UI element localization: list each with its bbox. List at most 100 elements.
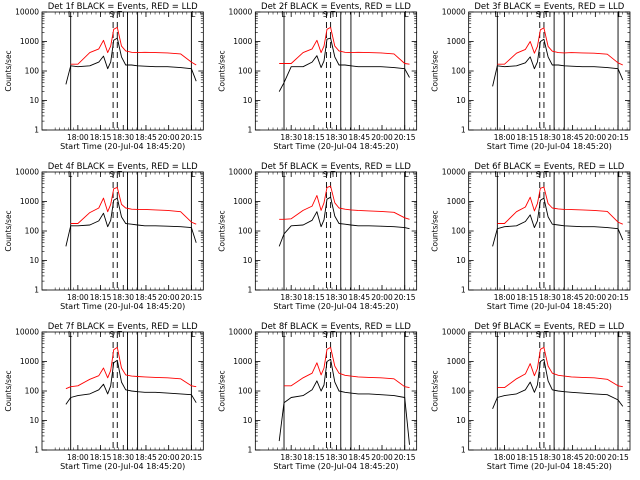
marker-annotation: T xyxy=(116,10,122,19)
x-tick-label: 18:15 xyxy=(516,453,538,462)
x-tick-label: 18:15 xyxy=(90,453,112,462)
lld-series-line xyxy=(65,346,197,390)
plot-frame xyxy=(468,11,631,131)
x-tick-label: 18:00 xyxy=(494,293,516,302)
detector-panel: Det 9f BLACK = Events, RED = LLD 1 10 100 10… xyxy=(431,322,631,471)
plot-frame xyxy=(254,171,418,291)
marker-annotation: L xyxy=(191,330,196,339)
y-tick-label: 10000 xyxy=(442,168,466,177)
plot-frame xyxy=(254,331,418,451)
y-tick-label: 1 xyxy=(248,286,253,295)
x-tick-label: 20:15 xyxy=(394,133,416,142)
x-tick-label: 20:15 xyxy=(607,133,629,142)
panel-title: Det 1f BLACK = Events, RED = LLD xyxy=(48,2,198,12)
marker-annotation: S xyxy=(323,10,328,19)
x-axis-title: Start Time (20-Jul-04 18:45:20) xyxy=(487,302,612,311)
marker-annotation: L xyxy=(281,10,286,19)
y-tick-label: 100 xyxy=(238,67,253,76)
lld-series-line xyxy=(284,346,410,389)
panel-title: Det 7f BLACK = Events, RED = LLD xyxy=(48,322,198,332)
panel-title: Det 6f BLACK = Events, RED = LLD xyxy=(474,162,624,172)
events-series-line xyxy=(278,196,410,247)
plot-frame xyxy=(41,11,204,131)
panel-title: Det 2f BLACK = Events, RED = LLD xyxy=(261,2,411,12)
x-axis-title: Start Time (20-Jul-04 18:45:20) xyxy=(487,142,612,151)
x-tick-label: 18:45 xyxy=(135,293,157,302)
y-tick-label: 1000 xyxy=(447,197,466,206)
x-tick-label: 18:15 xyxy=(516,293,538,302)
y-tick-label: 1000 xyxy=(233,357,252,366)
x-tick-label: 18:15 xyxy=(303,453,325,462)
x-axis-title: Start Time (20-Jul-04 18:45:20) xyxy=(60,462,185,471)
x-tick-label: 20:00 xyxy=(158,453,180,462)
y-tick-label: 10 xyxy=(29,416,39,425)
plot-frame xyxy=(41,171,204,291)
y-tick-label: 1 xyxy=(34,446,39,455)
y-tick-label: 1 xyxy=(248,126,253,135)
x-tick-label: 18:45 xyxy=(348,453,370,462)
marker-annotation: S xyxy=(110,10,115,19)
marker-annotation: L xyxy=(404,170,409,179)
y-tick-label: 1 xyxy=(248,446,253,455)
x-tick-label: 18:15 xyxy=(516,133,538,142)
y-tick-label: 10 xyxy=(243,256,253,265)
marker-annotation: L xyxy=(68,170,73,179)
marker-annotation: T xyxy=(116,330,122,339)
x-tick-label: 20:15 xyxy=(181,133,203,142)
x-axis-title: Start Time (20-Jul-04 18:45:20) xyxy=(487,462,612,471)
y-tick-label: 10000 xyxy=(15,8,39,17)
panel-title: Det 5f BLACK = Events, RED = LLD xyxy=(261,162,411,172)
y-tick-label: 10000 xyxy=(15,328,39,337)
y-tick-label: 10 xyxy=(29,96,39,105)
marker-annotation: L xyxy=(404,330,409,339)
marker-annotation: T xyxy=(330,330,336,339)
marker-annotation: L xyxy=(618,10,623,19)
marker-annotation: L xyxy=(68,10,73,19)
events-series-line xyxy=(65,359,197,405)
x-tick-label: 18:45 xyxy=(348,133,370,142)
y-tick-label: 100 xyxy=(25,227,40,236)
y-tick-label: 1000 xyxy=(20,197,39,206)
x-tick-label: 18:00 xyxy=(494,453,516,462)
y-tick-label: 1000 xyxy=(20,357,39,366)
y-tick-label: 1 xyxy=(461,446,466,455)
detector-panel: Det 6f BLACK = Events, RED = LLD 1 10 100 10… xyxy=(431,162,631,311)
x-axis-title: Start Time (20-Jul-04 18:45:20) xyxy=(273,302,398,311)
x-tick-label: 20:15 xyxy=(394,453,416,462)
x-tick-label: 20:00 xyxy=(585,453,607,462)
lld-series-line xyxy=(70,186,197,225)
events-series-line xyxy=(492,197,624,247)
marker-annotation: L xyxy=(281,330,286,339)
x-tick-label: 18:00 xyxy=(67,453,89,462)
y-tick-label: 100 xyxy=(238,227,253,236)
marker-annotation: T xyxy=(543,10,549,19)
x-tick-label: 18:45 xyxy=(348,293,370,302)
detector-panel: Det 7f BLACK = Events, RED = LLD 1 10 100 10… xyxy=(4,322,204,471)
x-tick-label: 18:30 xyxy=(326,453,348,462)
marker-annotation: T xyxy=(543,170,549,179)
lld-series-line xyxy=(497,346,623,389)
y-axis-title: Counts/sec xyxy=(217,50,226,91)
y-tick-label: 10000 xyxy=(15,168,39,177)
lld-series-line xyxy=(279,185,410,220)
y-tick-label: 10 xyxy=(243,416,253,425)
marker-annotation: L xyxy=(191,170,196,179)
panel-title: Det 8f BLACK = Events, RED = LLD xyxy=(261,322,411,332)
x-tick-label: 18:15 xyxy=(303,133,325,142)
x-tick-label: 20:15 xyxy=(394,293,416,302)
lld-series-line xyxy=(497,27,623,66)
y-tick-label: 1 xyxy=(34,126,39,135)
marker-annotation: S xyxy=(536,170,541,179)
x-tick-label: 18:00 xyxy=(67,293,89,302)
events-series-line xyxy=(278,37,410,92)
x-tick-label: 18:30 xyxy=(280,293,302,302)
x-tick-label: 20:15 xyxy=(181,293,203,302)
y-tick-label: 10000 xyxy=(228,168,252,177)
events-series-line xyxy=(65,197,197,247)
marker-annotation: L xyxy=(191,10,196,19)
plot-frame xyxy=(468,331,631,451)
marker-annotation: S xyxy=(110,330,115,339)
x-tick-label: 18:30 xyxy=(326,293,348,302)
marker-annotation: T xyxy=(330,10,336,19)
